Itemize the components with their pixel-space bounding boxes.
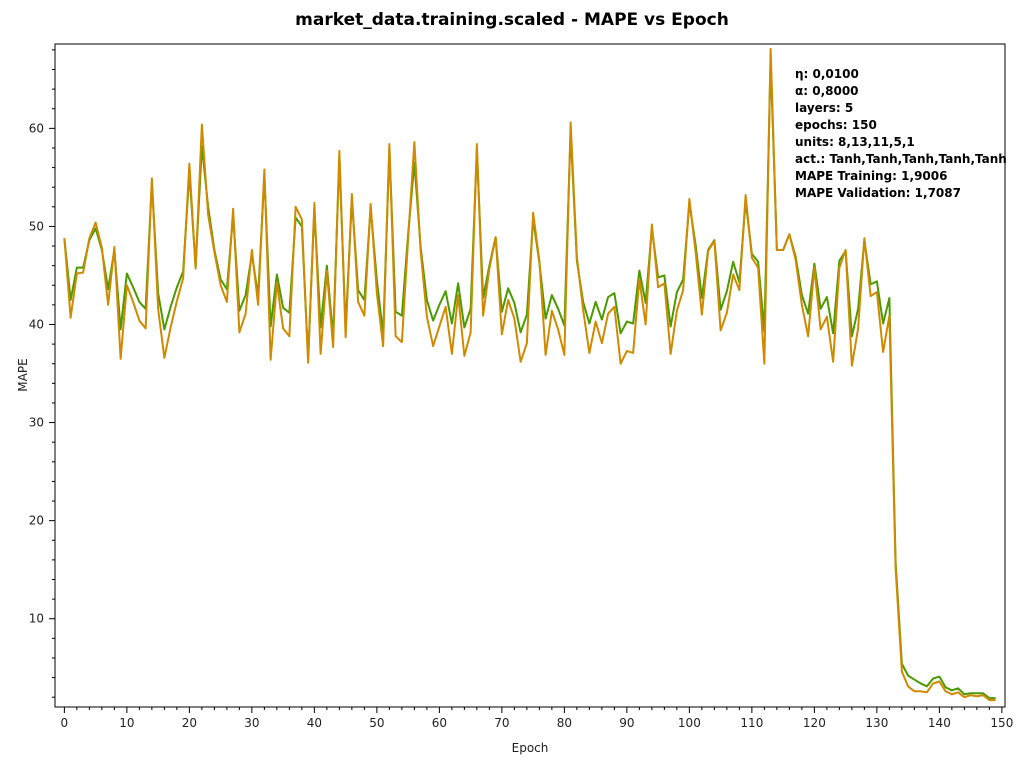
x-tick-label: 110 (740, 716, 763, 730)
y-tick-label: 50 (29, 219, 44, 233)
x-tick-label: 20 (182, 716, 197, 730)
y-tick-label: 30 (29, 416, 44, 430)
y-axis-ticks: 10 20 30 40 50 60 (29, 49, 55, 698)
x-tick-label: 120 (803, 716, 826, 730)
x-tick-label: 100 (678, 716, 701, 730)
x-tick-label: 10 (119, 716, 134, 730)
x-tick-label: 40 (307, 716, 322, 730)
y-tick-label: 20 (29, 514, 44, 528)
annotation-line: η: 0,0100 (795, 67, 859, 81)
annotation-line: MAPE Validation: 1,7087 (795, 186, 961, 200)
series-group (63, 47, 996, 702)
x-tick-label: 80 (557, 716, 572, 730)
x-tick-label: 0 (61, 716, 69, 730)
x-tick-label: 140 (928, 716, 951, 730)
hyperparameter-annotation: η: 0,0100 α: 0,8000 layers: 5 epochs: 150 un… (795, 67, 1007, 200)
y-tick-label: 60 (29, 121, 44, 135)
annotation-line: units: 8,13,11,5,1 (795, 135, 915, 149)
y-axis-label: MAPE (16, 358, 30, 391)
x-tick-label: 50 (369, 716, 384, 730)
x-tick-label: 30 (244, 716, 259, 730)
chart-title: market_data.training.scaled - MAPE vs Ep… (295, 10, 729, 30)
x-tick-label: 150 (990, 716, 1013, 730)
annotation-line: act.: Tanh,Tanh,Tanh,Tanh,Tanh (795, 152, 1007, 166)
annotation-line: MAPE Training: 1,9006 (795, 169, 947, 183)
annotation-line: epochs: 150 (795, 118, 877, 132)
annotation-line: α: 0,8000 (795, 84, 859, 98)
y-tick-label: 40 (29, 318, 44, 332)
y-tick-label: 10 (29, 612, 44, 626)
annotation-line: layers: 5 (795, 101, 853, 115)
x-tick-label: 90 (619, 716, 634, 730)
plot-area-frame (54, 43, 1006, 708)
x-axis-ticks: 0 10 20 30 40 50 60 70 80 90 100 110 120 130 140 150 (61, 707, 1013, 730)
x-axis-label: Epoch (512, 741, 549, 755)
series-line-orange (63, 47, 996, 702)
x-tick-label: 70 (494, 716, 509, 730)
x-tick-label: 130 (865, 716, 888, 730)
x-tick-label: 60 (432, 716, 447, 730)
